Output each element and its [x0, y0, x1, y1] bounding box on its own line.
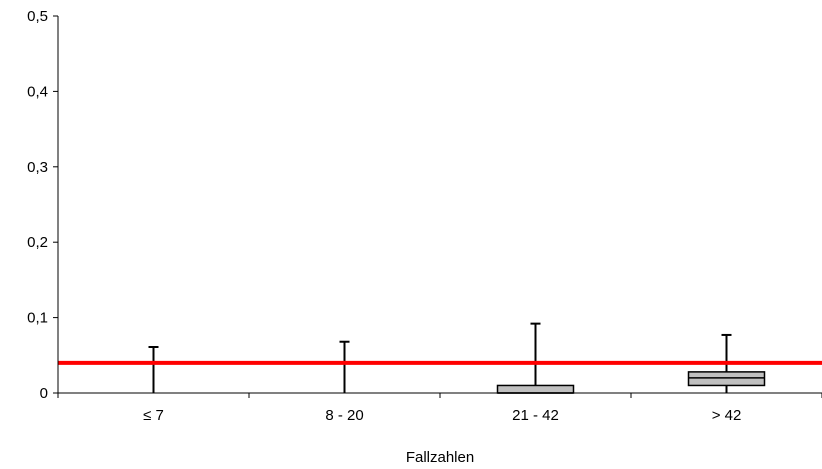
box-4 [687, 333, 766, 393]
y-tick-label: 0,4 [27, 83, 48, 100]
y-tick-label: 0,5 [27, 8, 48, 25]
box-1 [148, 346, 159, 393]
y-tick-label: 0 [40, 385, 48, 402]
x-tick-label: 21 - 42 [512, 407, 559, 424]
y-tick-label: 0,1 [27, 310, 48, 327]
box-3 [496, 322, 575, 394]
axes: 0 0,1 0,2 0,3 0,4 0,5 ≤ 7 8 - 20 21 - 42 > 42 [27, 8, 822, 424]
x-tick-label: ≤ 7 [143, 407, 164, 424]
y-tick-label: 0,2 [27, 234, 48, 251]
plot-area [58, 322, 822, 394]
box-2 [339, 340, 350, 393]
iqr-box [496, 384, 575, 394]
x-tick-label: > 42 [712, 407, 742, 424]
y-tick-label: 0,3 [27, 159, 48, 176]
x-axis-title: Fallzahlen [406, 449, 474, 466]
iqr-box [687, 371, 766, 387]
x-tick-label: 8 - 20 [325, 407, 363, 424]
